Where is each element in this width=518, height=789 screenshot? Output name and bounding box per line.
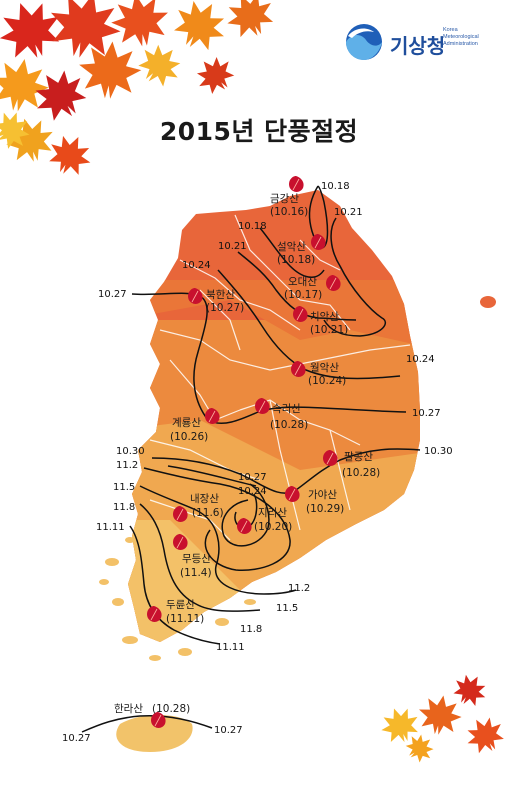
- station-date: (11.11): [166, 613, 204, 625]
- isoline-label: 10.21: [218, 241, 247, 252]
- southwest-islands: [99, 537, 256, 661]
- kma-logo-english: Korea Meteorological Administration: [443, 27, 479, 47]
- ulleungdo: [480, 296, 496, 308]
- station-name: 계룡산: [172, 417, 201, 429]
- decorative-maple-leaves-top: [0, 0, 282, 183]
- kma-logo: 기상청 Korea Meteorological Administration: [344, 22, 514, 66]
- station-name: 무등산: [182, 553, 211, 565]
- isoline-label: 11.11: [96, 522, 125, 533]
- station-name: 두륜산: [166, 599, 195, 611]
- isoline-label: 11.5: [276, 603, 298, 614]
- station-date: (10.24): [308, 375, 346, 387]
- kma-logo-name: 기상청: [390, 34, 446, 58]
- isoline-label: 10.27: [214, 725, 243, 736]
- station-name: 내장산: [190, 493, 219, 505]
- station-date: (10.21): [310, 324, 348, 336]
- station-date: (10.27): [206, 302, 244, 314]
- isoline-label: 11.2: [288, 583, 310, 594]
- isoline-label: 10.30: [424, 446, 453, 457]
- isoline-label: 10.27: [412, 408, 441, 419]
- station-date: (10.16): [270, 206, 308, 218]
- station-name: 금강산: [270, 193, 299, 205]
- station-date: (10.29): [306, 503, 344, 515]
- jeju-island: [116, 715, 193, 752]
- isoline-label: 10.27: [238, 472, 267, 483]
- isoline-label: 10.18: [238, 221, 267, 232]
- station-name: 치악산: [310, 311, 339, 323]
- isoline-label: 10.27: [62, 733, 91, 744]
- station-name: 월악산: [310, 362, 339, 374]
- decorative-maple-leaves-bottom: [375, 668, 511, 768]
- page-title: 2015년 단풍절정: [159, 117, 359, 146]
- isoline-label: 11.5: [113, 482, 135, 493]
- isoline-label: 10.30: [116, 446, 145, 457]
- isoline-label: 11.2: [116, 460, 138, 471]
- isoline-label: 11.11: [216, 642, 245, 653]
- station-date: (10.28): [270, 419, 308, 431]
- station-name: 한라산: [114, 703, 143, 715]
- kma-emblem-icon: [346, 24, 382, 60]
- isoline-label: 11.8: [113, 502, 135, 513]
- station-date: (11.6): [192, 507, 224, 519]
- station-name: 설악산: [277, 241, 306, 253]
- station-name: 가야산: [308, 488, 337, 501]
- station-date: (10.20): [254, 521, 292, 533]
- station-name: 오대산: [288, 276, 317, 288]
- station-date: (10.28): [152, 703, 190, 715]
- station-name: 지리산: [258, 507, 287, 519]
- isoline-label: 10.24: [238, 486, 267, 497]
- isoline-label: 10.21: [334, 207, 363, 218]
- isoline-label: 10.24: [182, 260, 211, 271]
- station-date: (10.26): [170, 431, 208, 443]
- isoline-label: 10.27: [98, 289, 127, 300]
- isoline-label: 10.24: [406, 354, 435, 365]
- station-name: 팔공산: [344, 451, 373, 463]
- station-name: 북한산: [206, 289, 235, 301]
- station-date: (10.17): [284, 289, 322, 301]
- station-date: (10.28): [342, 467, 380, 479]
- isoline-label: 10.18: [321, 181, 350, 192]
- station-date: (10.18): [277, 254, 315, 266]
- station-labels: 금강산 (10.16) 설악산 (10.18) 오대산 (10.17) 치악산 …: [114, 193, 380, 715]
- isoline-label: 11.8: [240, 624, 262, 635]
- isoline-labels: 10.18 10.21 10.18 10.21 10.24 10.27 10.2…: [62, 181, 453, 744]
- station-date: (11.4): [180, 567, 212, 579]
- station-name: 속리산: [272, 403, 301, 415]
